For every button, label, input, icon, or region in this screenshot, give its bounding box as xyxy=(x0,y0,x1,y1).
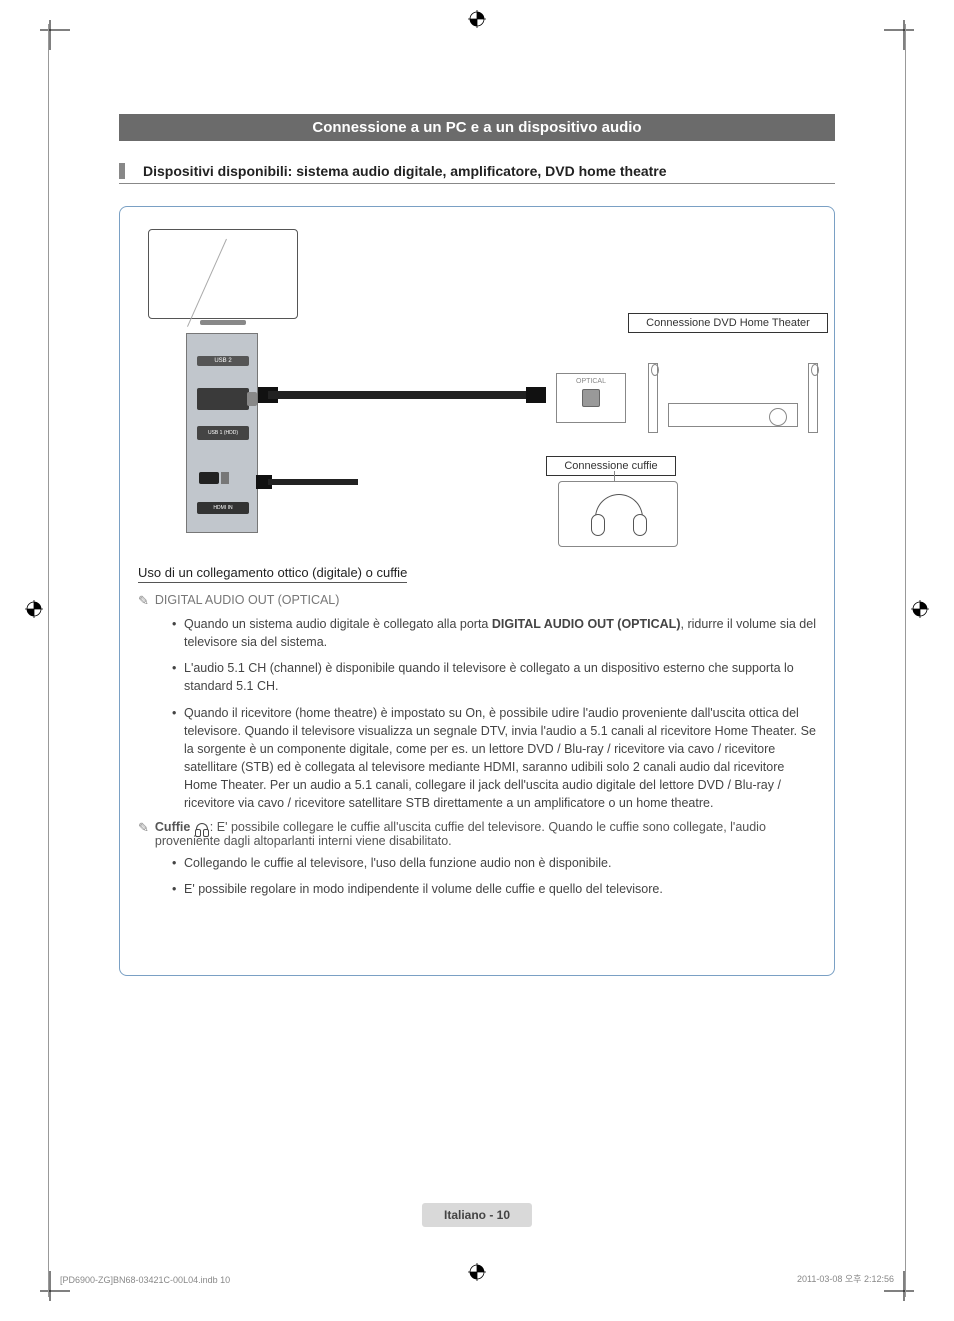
optical-plug-right xyxy=(526,387,546,403)
bullet-list-1: Quando un sistema audio digitale è colle… xyxy=(172,615,816,812)
headphone-inline-icon xyxy=(196,823,208,833)
usage-section-title: Uso di un collegamento ottico (digitale)… xyxy=(138,565,407,583)
subheading-row: Dispositivi disponibili: sistema audio d… xyxy=(119,163,835,184)
bullet-item: Collegando le cuffie al televisore, l'us… xyxy=(172,854,816,872)
bullet-text-pre: Quando un sistema audio digitale è colle… xyxy=(184,617,492,631)
dvd-label-box: Connessione DVD Home Theater xyxy=(628,313,828,333)
page-number-badge: Italiano - 10 xyxy=(422,1203,532,1227)
home-theater-illustration xyxy=(648,363,818,433)
speaker-left-icon xyxy=(648,363,658,433)
note-digital-audio-label: DIGITAL AUDIO OUT (OPTICAL) xyxy=(155,593,340,607)
port-optical xyxy=(197,388,249,410)
bullet-list-2: Collegando le cuffie al televisore, l'us… xyxy=(172,854,816,898)
rear-panel: USB 2 USB 1 (HDD) HDMI IN xyxy=(186,333,258,533)
dvd-unit-icon xyxy=(668,403,798,427)
bullet-text: Collegando le cuffie al televisore, l'us… xyxy=(184,856,611,870)
registration-mark-left xyxy=(25,600,43,618)
content-box: USB 2 USB 1 (HDD) HDMI IN OPTICAL Connes… xyxy=(119,206,835,976)
bullet-text: E' possibile regolare in modo indipenden… xyxy=(184,882,663,896)
note-icon: ✎ xyxy=(138,820,149,836)
headphone-icon xyxy=(591,494,647,534)
port-usb1: USB 1 (HDD) xyxy=(197,426,249,440)
note-cuffie-text: : E' possibile collegare le cuffie all'u… xyxy=(155,820,766,848)
headphone-label-text: Connessione cuffie xyxy=(564,460,657,472)
bullet-text: L'audio 5.1 CH (channel) è disponibile q… xyxy=(184,661,794,693)
optical-cable xyxy=(268,391,528,399)
bullet-item: Quando un sistema audio digitale è colle… xyxy=(172,615,816,651)
note-digital-audio: ✎ DIGITAL AUDIO OUT (OPTICAL) xyxy=(138,593,816,609)
registration-mark-right xyxy=(911,600,929,618)
connection-diagram: USB 2 USB 1 (HDD) HDMI IN OPTICAL Connes… xyxy=(138,223,816,553)
bullet-text: Quando il ricevitore (home theatre) è im… xyxy=(184,706,816,811)
page-number-text: Italiano - 10 xyxy=(444,1208,510,1222)
port-hdmi: HDMI IN xyxy=(197,502,249,514)
subheading-text: Dispositivi disponibili: sistema audio d… xyxy=(143,163,667,179)
optical-label: OPTICAL xyxy=(576,378,606,385)
note-cuffie-prefix: Cuffie xyxy=(155,820,194,834)
dvd-label-text: Connessione DVD Home Theater xyxy=(646,317,810,329)
footer-file-left: [PD6900-ZG]BN68-03421C-00L04.indb 10 xyxy=(60,1275,230,1285)
note-cuffie: ✎ Cuffie : E' possibile collegare le cuf… xyxy=(138,820,816,848)
bullet-item: L'audio 5.1 CH (channel) è disponibile q… xyxy=(172,659,816,695)
bullet-text-bold: DIGITAL AUDIO OUT (OPTICAL) xyxy=(492,617,681,631)
speaker-right-icon xyxy=(808,363,818,433)
footer-file-right: 2011-03-08 오후 2:12:56 xyxy=(797,1272,894,1285)
optical-jack-icon xyxy=(582,389,600,407)
subheading-marker xyxy=(119,163,125,179)
headphone-label-box: Connessione cuffie xyxy=(546,456,676,476)
port-usb2: USB 2 xyxy=(197,356,249,366)
optical-port-box: OPTICAL xyxy=(556,373,626,423)
note-icon: ✎ xyxy=(138,593,149,609)
headphone-box xyxy=(558,481,678,547)
port-headphone xyxy=(199,472,219,484)
section-title-bar: Connessione a un PC e a un dispositivo a… xyxy=(119,114,835,141)
bullet-item: E' possibile regolare in modo indipenden… xyxy=(172,880,816,898)
bullet-item: Quando il ricevitore (home theatre) è im… xyxy=(172,704,816,813)
headphone-cable xyxy=(268,479,358,485)
note-cuffie-content: Cuffie : E' possibile collegare le cuffi… xyxy=(155,820,816,848)
section-title-text: Connessione a un PC e a un dispositivo a… xyxy=(312,119,641,136)
page-frame: Connessione a un PC e a un dispositivo a… xyxy=(48,24,906,1297)
